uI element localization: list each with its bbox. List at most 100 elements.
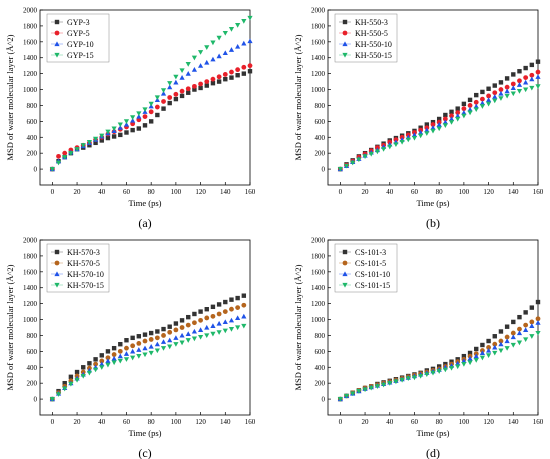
- data-point: [485, 97, 492, 102]
- series-KH-550-3: [338, 59, 541, 172]
- data-point: [186, 90, 191, 95]
- data-point: [167, 324, 172, 329]
- data-point: [49, 167, 55, 172]
- data-point: [80, 373, 86, 379]
- data-point: [191, 67, 198, 72]
- data-point: [473, 358, 479, 363]
- data-point: [185, 86, 191, 92]
- y-tick-label: 1800: [311, 22, 326, 30]
- data-point: [485, 353, 492, 358]
- series-KH-570-15: [49, 323, 247, 402]
- x-tick-label: 120: [483, 418, 494, 426]
- x-tick-label: 100: [459, 418, 470, 426]
- x-tick-label: 160: [245, 188, 256, 196]
- data-point: [204, 324, 210, 330]
- y-tick-label: 200: [27, 380, 38, 388]
- chart-panel-c: 0 20 40 60 80 100 120 140 1600200400600800100012…: [5, 237, 256, 459]
- data-point: [455, 364, 461, 370]
- legend-marker: [342, 30, 348, 36]
- data-point: [81, 365, 86, 370]
- data-point: [356, 389, 362, 394]
- data-point: [167, 84, 173, 90]
- data-point: [235, 295, 240, 301]
- data-point: [130, 127, 135, 133]
- data-point: [216, 320, 222, 326]
- data-point: [105, 129, 111, 135]
- data-point: [210, 76, 216, 82]
- data-point: [523, 327, 529, 332]
- y-tick-label: 1800: [23, 22, 38, 30]
- data-point: [511, 319, 516, 325]
- data-point: [529, 85, 535, 91]
- data-point: [510, 91, 516, 97]
- data-point: [80, 143, 86, 148]
- y-tick-label: 2000: [23, 237, 38, 245]
- data-point: [136, 334, 142, 339]
- data-point: [523, 310, 528, 315]
- data-point: [448, 116, 455, 122]
- data-point: [492, 344, 498, 350]
- legend-label: GYP-3: [67, 18, 90, 27]
- data-point: [148, 101, 154, 107]
- data-point: [461, 106, 467, 112]
- data-point: [448, 120, 455, 125]
- y-axis-label: MSD of water molecular layer (Å^2): [293, 264, 303, 390]
- data-point: [105, 362, 111, 368]
- data-point: [111, 345, 117, 351]
- y-tick-label: 200: [27, 150, 38, 158]
- data-point: [111, 355, 117, 361]
- x-axis-label: Time (ps): [417, 428, 450, 438]
- data-point: [161, 326, 166, 332]
- x-tick-label: 140: [220, 418, 231, 426]
- data-point: [161, 99, 166, 104]
- data-point: [523, 75, 529, 81]
- y-tick-label: 1200: [23, 70, 38, 78]
- data-point: [498, 90, 504, 96]
- legend-marker: [54, 52, 60, 58]
- data-point: [167, 337, 173, 343]
- data-point: [123, 351, 130, 356]
- data-point: [148, 330, 154, 336]
- data-point: [179, 68, 185, 74]
- data-point: [418, 129, 424, 135]
- y-tick-label: 2000: [311, 237, 326, 245]
- data-point: [535, 69, 541, 75]
- data-point: [191, 328, 198, 334]
- data-point: [154, 335, 160, 341]
- data-point: [192, 87, 197, 92]
- data-point: [210, 40, 216, 46]
- data-point: [179, 75, 185, 80]
- x-tick-label: 0: [339, 418, 343, 426]
- data-point: [92, 367, 99, 373]
- x-tick-label: 100: [171, 418, 182, 426]
- legend-label: KH-570-15: [67, 281, 104, 290]
- data-point: [424, 372, 430, 378]
- data-point: [362, 387, 368, 393]
- data-point: [510, 334, 516, 340]
- y-tick-label: 1400: [23, 284, 38, 292]
- data-point: [62, 155, 68, 160]
- data-point: [130, 335, 135, 341]
- legend-marker: [54, 282, 60, 288]
- data-point: [498, 348, 504, 354]
- data-point: [498, 80, 504, 85]
- data-point: [430, 122, 436, 127]
- data-point: [486, 344, 491, 350]
- x-tick-label: 0: [51, 418, 55, 426]
- data-point: [492, 98, 498, 104]
- data-point: [192, 311, 197, 317]
- data-point: [123, 357, 130, 362]
- data-point: [241, 313, 247, 319]
- data-point: [343, 393, 350, 399]
- data-point: [222, 319, 228, 325]
- data-point: [235, 67, 241, 73]
- data-point: [148, 119, 154, 124]
- data-point: [455, 116, 461, 122]
- data-point: [216, 79, 222, 84]
- x-tick-label: 20: [74, 188, 82, 196]
- y-tick-label: 1400: [311, 54, 326, 62]
- y-tick-label: 1200: [311, 300, 326, 308]
- x-tick-label: 0: [339, 188, 343, 196]
- x-tick-label: 120: [483, 188, 494, 196]
- data-point: [510, 81, 516, 87]
